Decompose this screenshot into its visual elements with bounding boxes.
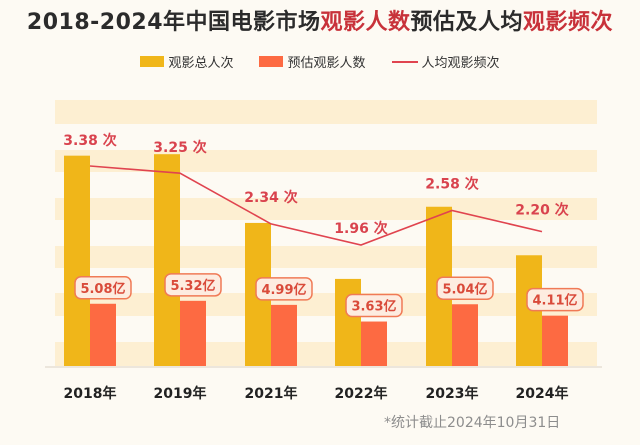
legend-swatch-people <box>259 56 284 67</box>
grid-band <box>55 100 597 124</box>
x-tick-label: 2024年 <box>516 385 569 402</box>
bar-people <box>271 304 297 366</box>
bar-label-box <box>345 293 403 318</box>
grid-band <box>55 198 597 220</box>
line-frequency <box>89 165 543 246</box>
bar-label-people: 5.32亿 <box>170 278 215 294</box>
legend-item-total: 观影总人次 <box>140 52 233 71</box>
bar-people <box>542 315 568 366</box>
bar-label-box <box>436 276 494 301</box>
bar-people <box>452 304 478 366</box>
grid-band <box>55 293 597 316</box>
bar-total <box>64 155 90 366</box>
title-part: 预估及人均 <box>410 10 524 35</box>
title-highlight: 观影频次 <box>523 10 614 35</box>
bar-label-people: 4.11亿 <box>532 293 577 309</box>
chart-title: 2018-2024年中国电影市场观影人数预估及人均观影频次 <box>0 4 640 36</box>
line-label-frequency: 2.58 次 <box>425 176 478 193</box>
legend-label: 观影总人次 <box>168 56 234 71</box>
grid-band <box>55 342 597 366</box>
grid-band <box>55 246 597 268</box>
legend-label: 预估观影人数 <box>287 56 366 71</box>
legend-item-frequency: 人均观影频次 <box>391 52 500 71</box>
x-tick-label: 2023年 <box>426 385 479 402</box>
legend-line-frequency <box>391 60 418 63</box>
bar-label-people: 5.04亿 <box>442 281 487 297</box>
bar-label-box <box>164 273 222 297</box>
legend-swatch-total <box>140 56 165 67</box>
line-label-frequency: 2.20 次 <box>515 202 568 219</box>
x-tick-label: 2021年 <box>245 385 298 402</box>
footnote: *统计截止2024年10月31日 <box>384 415 561 431</box>
line-label-frequency: 1.96 次 <box>334 220 387 237</box>
bar-people <box>180 300 206 366</box>
bar-label-box <box>526 287 584 312</box>
line-label-frequency: 3.25 次 <box>153 139 206 156</box>
legend-label: 人均观影频次 <box>421 56 500 71</box>
legend-item-people: 预估观影人数 <box>259 52 366 71</box>
x-tick-label: 2022年 <box>335 385 388 402</box>
title-highlight: 观影人数 <box>320 10 411 35</box>
bar-total <box>154 154 180 366</box>
title-part: 2018-2024年中国电影市场 <box>26 10 321 35</box>
x-tick-label: 2018年 <box>64 385 117 402</box>
bar-label-people: 4.99亿 <box>261 282 306 298</box>
bar-label-people: 3.63亿 <box>351 299 396 315</box>
x-tick-label: 2019年 <box>154 385 207 402</box>
bar-label-box <box>74 276 132 300</box>
grid-band <box>55 150 597 172</box>
bar-total <box>335 278 361 366</box>
legend: 观影总人次 预估观影人数 人均观影频次 <box>0 52 640 71</box>
line-label-frequency: 3.38 次 <box>63 132 116 149</box>
bar-people <box>90 303 116 366</box>
bar-label-box <box>255 277 313 301</box>
line-label-frequency: 2.34 次 <box>244 189 297 206</box>
bar-label-people: 5.08亿 <box>80 281 125 297</box>
bar-people <box>361 321 387 366</box>
